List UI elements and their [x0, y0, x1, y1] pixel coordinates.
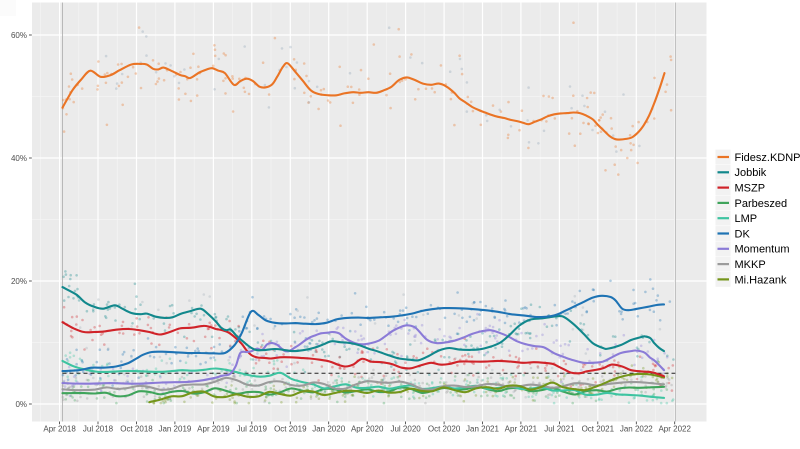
svg-text:Jobbik: Jobbik — [735, 167, 767, 179]
svg-text:MKKP: MKKP — [735, 259, 766, 271]
svg-text:Fidesz.KDNP: Fidesz.KDNP — [735, 152, 800, 164]
svg-text:Jan 2019: Jan 2019 — [158, 425, 191, 434]
svg-text:40%: 40% — [11, 154, 27, 163]
svg-text:20%: 20% — [11, 277, 27, 286]
svg-text:MSZP: MSZP — [735, 183, 766, 195]
svg-text:Jul 2020: Jul 2020 — [390, 425, 421, 434]
svg-text:Apr 2019: Apr 2019 — [197, 425, 230, 434]
svg-text:Mi.Hazank: Mi.Hazank — [735, 274, 787, 286]
svg-text:0%: 0% — [15, 400, 27, 409]
svg-text:Momentum: Momentum — [735, 244, 790, 256]
svg-text:DK: DK — [735, 228, 751, 240]
svg-text:Jul 2021: Jul 2021 — [544, 425, 575, 434]
svg-text:LMP: LMP — [735, 213, 758, 225]
svg-text:Jul 2019: Jul 2019 — [237, 425, 268, 434]
svg-text:Apr 2018: Apr 2018 — [43, 425, 76, 434]
svg-text:Parbeszed: Parbeszed — [735, 198, 788, 210]
svg-text:Oct 2019: Oct 2019 — [274, 425, 307, 434]
svg-text:Oct 2020: Oct 2020 — [428, 425, 461, 434]
svg-text:Oct 2018: Oct 2018 — [120, 425, 153, 434]
svg-text:Jan 2022: Jan 2022 — [620, 425, 653, 434]
svg-text:Jan 2020: Jan 2020 — [312, 425, 345, 434]
svg-text:Apr 2020: Apr 2020 — [351, 425, 384, 434]
svg-text:Apr 2022: Apr 2022 — [658, 425, 691, 434]
svg-text:Jan 2021: Jan 2021 — [466, 425, 499, 434]
svg-text:60%: 60% — [11, 31, 27, 40]
svg-text:Jul 2018: Jul 2018 — [83, 425, 114, 434]
svg-text:Oct 2021: Oct 2021 — [582, 425, 615, 434]
svg-text:Apr 2021: Apr 2021 — [505, 425, 538, 434]
